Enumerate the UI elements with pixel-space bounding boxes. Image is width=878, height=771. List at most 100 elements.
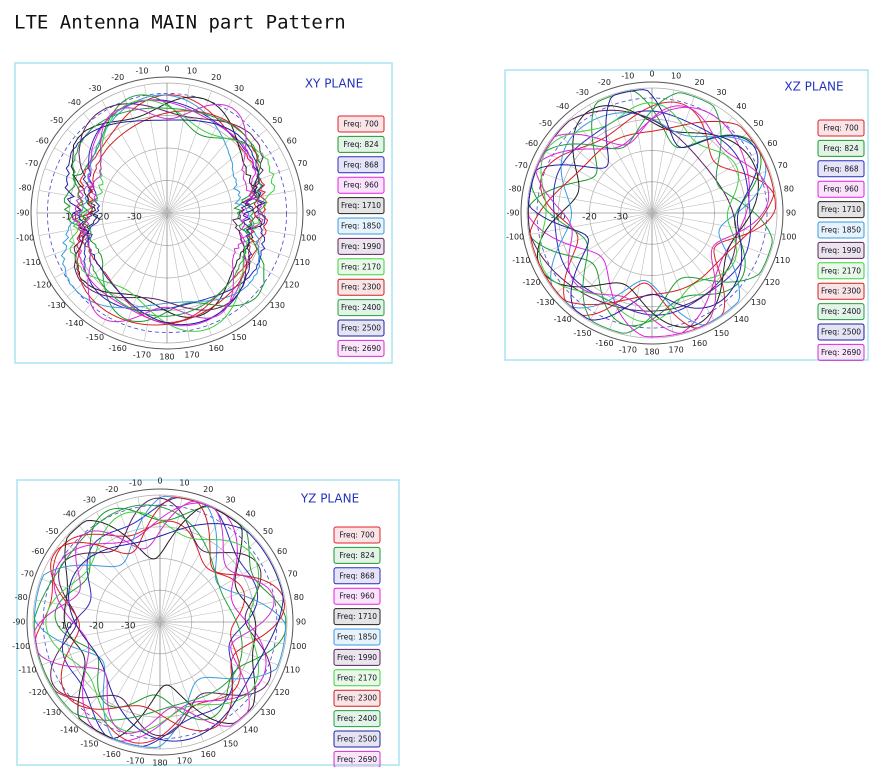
angle-label: -50 bbox=[539, 119, 552, 128]
angle-label: 160 bbox=[201, 750, 216, 759]
spoke bbox=[651, 150, 761, 214]
pattern-curve bbox=[536, 105, 759, 328]
legend-label: Freq: 868 bbox=[343, 160, 379, 169]
outer-ring bbox=[520, 81, 784, 345]
angle-label: -70 bbox=[515, 161, 528, 170]
angle-label: 90 bbox=[786, 209, 796, 218]
spoke bbox=[534, 212, 653, 257]
pattern-curve bbox=[33, 495, 287, 749]
legend-box-fill bbox=[337, 115, 385, 133]
radial-label: -10 bbox=[551, 213, 566, 223]
legend-label: Freq: 1990 bbox=[341, 242, 381, 251]
spoke bbox=[651, 169, 770, 214]
angle-label: -20 bbox=[111, 73, 124, 82]
angle-label: -90 bbox=[16, 209, 29, 218]
angle-label: 90 bbox=[296, 618, 306, 627]
spoke bbox=[166, 212, 280, 279]
angle-label: 120 bbox=[274, 688, 289, 697]
spoke bbox=[651, 212, 715, 322]
spoke bbox=[651, 212, 748, 294]
angle-label: -10 bbox=[621, 72, 634, 81]
legend-box-fill bbox=[817, 303, 865, 321]
legend-label: Freq: 1710 bbox=[341, 201, 381, 210]
legend-label: Freq: 1990 bbox=[337, 653, 377, 662]
angle-label: 20 bbox=[203, 485, 213, 494]
legend-label: Freq: 2500 bbox=[337, 735, 377, 744]
spoke bbox=[159, 621, 258, 704]
legend-box-fill bbox=[817, 201, 865, 219]
angle-label: 0 bbox=[157, 477, 162, 486]
angle-label: 50 bbox=[753, 119, 763, 128]
legend-box-fill bbox=[333, 710, 381, 728]
angle-label: 160 bbox=[692, 339, 707, 348]
legend-label: Freq: 2400 bbox=[341, 303, 381, 312]
spoke bbox=[651, 212, 675, 337]
radial-label: -20 bbox=[89, 622, 104, 632]
pattern-curve bbox=[70, 96, 264, 318]
legend-label: Freq: 2170 bbox=[821, 266, 861, 275]
angle-label: 140 bbox=[252, 319, 267, 328]
legend-box-fill bbox=[333, 669, 381, 687]
angle-label: 10 bbox=[179, 479, 189, 488]
pattern-curve bbox=[535, 105, 770, 334]
legend-box-fill bbox=[337, 319, 385, 337]
legend-box-fill bbox=[337, 176, 385, 194]
legend-label: Freq: 960 bbox=[823, 185, 859, 194]
legend-box-fill bbox=[337, 299, 385, 317]
spoke bbox=[159, 599, 286, 623]
legend-box-fill bbox=[337, 339, 385, 357]
angle-label: -90 bbox=[12, 618, 25, 627]
spoke bbox=[629, 89, 653, 214]
angle-label: 130 bbox=[270, 301, 285, 310]
angle-label: 60 bbox=[277, 547, 287, 556]
angle-label: -80 bbox=[509, 184, 522, 193]
angle-label: 80 bbox=[784, 184, 794, 193]
angle-label: 60 bbox=[767, 139, 777, 148]
angle-label: -30 bbox=[88, 84, 101, 93]
angle-label: 40 bbox=[254, 98, 264, 107]
angle-label: 110 bbox=[775, 256, 790, 265]
angle-label: -80 bbox=[19, 183, 32, 192]
spoke bbox=[651, 104, 715, 214]
angle-label: -130 bbox=[43, 708, 61, 717]
angle-label: -20 bbox=[598, 78, 611, 87]
spoke bbox=[651, 117, 733, 214]
angle-label: -170 bbox=[126, 756, 144, 765]
angle-label: 130 bbox=[260, 708, 275, 717]
pattern-curve bbox=[531, 92, 773, 334]
angle-label: -60 bbox=[525, 139, 538, 148]
legend-box-fill bbox=[337, 237, 385, 255]
radial-label: -30 bbox=[121, 622, 136, 632]
angle-label: -100 bbox=[506, 233, 524, 242]
legend-box-fill bbox=[337, 217, 385, 235]
spoke bbox=[543, 212, 653, 276]
spoke bbox=[651, 212, 696, 331]
spoke bbox=[49, 621, 161, 686]
angle-label: -20 bbox=[105, 485, 118, 494]
angle-label: 0 bbox=[649, 70, 654, 79]
pattern-curve bbox=[527, 106, 750, 338]
angle-label: -150 bbox=[573, 329, 591, 338]
spoke bbox=[62, 621, 161, 704]
spoke bbox=[571, 212, 653, 309]
legend-box-fill bbox=[333, 628, 381, 646]
legend-label: Freq: 1850 bbox=[341, 222, 381, 231]
spoke bbox=[556, 132, 653, 214]
angle-label: 170 bbox=[177, 756, 192, 765]
spoke bbox=[651, 132, 748, 214]
angle-label: 180 bbox=[152, 759, 167, 768]
angle-label: 50 bbox=[263, 527, 273, 536]
angle-label: -160 bbox=[595, 339, 613, 348]
angle-label: -50 bbox=[45, 527, 58, 536]
pattern-curve bbox=[63, 94, 265, 322]
spoke bbox=[78, 524, 161, 623]
spoke bbox=[651, 212, 776, 236]
legend-label: Freq: 700 bbox=[823, 124, 859, 133]
legend-box-fill bbox=[817, 323, 865, 341]
legend-box-fill bbox=[333, 546, 381, 564]
pattern-curve bbox=[73, 103, 264, 311]
angle-label: -140 bbox=[60, 726, 78, 735]
spoke bbox=[159, 621, 271, 686]
